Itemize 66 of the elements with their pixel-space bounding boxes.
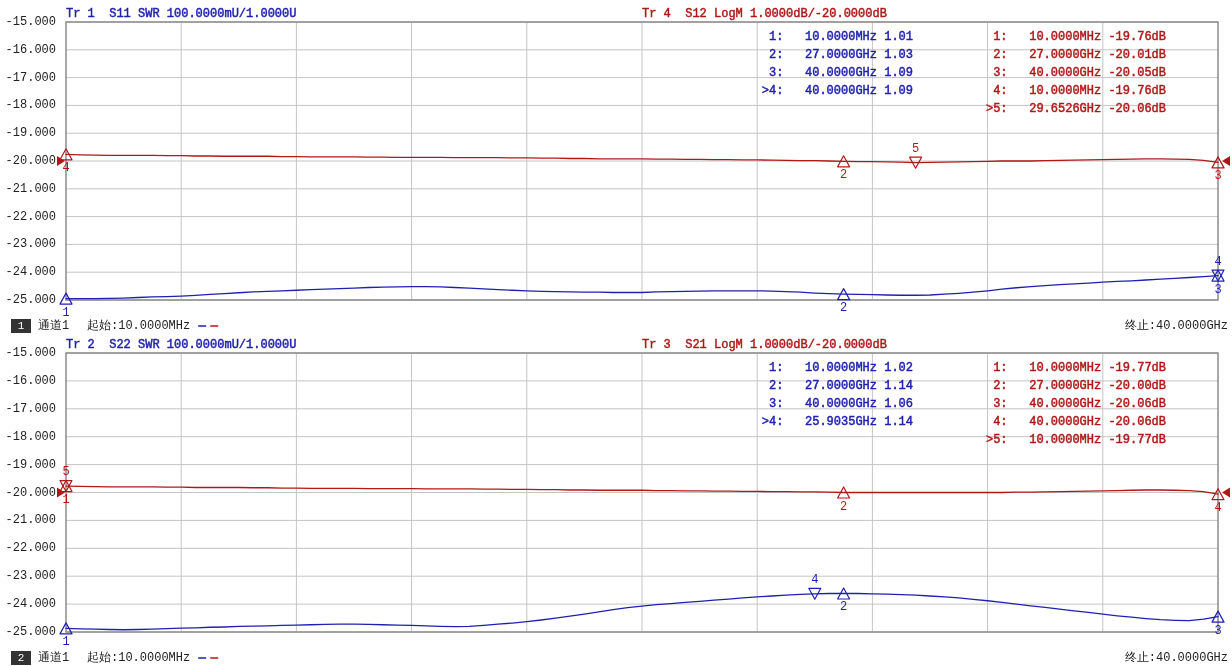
point xyxy=(1211,156,1225,169)
point xyxy=(837,288,851,301)
text: 终止:40.0000GHz xyxy=(1124,319,1228,334)
annotation: 3 xyxy=(1214,169,1222,184)
y-tick-label: -21.000 xyxy=(5,513,56,528)
y-tick-label: -25.000 xyxy=(5,625,56,640)
point xyxy=(909,156,923,169)
annotation: 2 xyxy=(840,600,848,615)
annotation: 1: 10.0000MHz -19.77dB 2: 27.0000GHz -20.00dB 3: 40.0000GHz -20.06dB 4: 40.0000GHz -20.06dB >5: 10.0000MHz -19.77dB xyxy=(985,361,1166,448)
point xyxy=(1211,488,1225,501)
point xyxy=(59,292,73,305)
y-tick-label: -21.000 xyxy=(5,181,56,196)
y-tick-label: -16.000 xyxy=(5,374,56,389)
annotation: 4 xyxy=(1214,254,1222,269)
annotation: 1 xyxy=(62,635,70,650)
y-tick-label: -15.000 xyxy=(5,15,56,30)
text: Tr 1 S11 SWR 100.0000mU/1.0000U xyxy=(66,7,297,21)
text: 通道1 xyxy=(38,319,70,334)
y-tick-label: -15.000 xyxy=(5,346,56,361)
point xyxy=(837,486,851,499)
y-tick-label: -19.000 xyxy=(5,457,56,472)
annotation: 4 xyxy=(811,572,819,587)
y-tick-label: -19.000 xyxy=(5,126,56,141)
text: 2 xyxy=(17,651,25,664)
y-tick-label: -22.000 xyxy=(5,209,56,224)
text: Tr 4 S12 LogM 1.0000dB/-20.0000dB xyxy=(642,7,887,21)
annotation: 1: 10.0000MHz -19.76dB 2: 27.0000GHz -20.01dB 3: 40.0000GHz -20.05dB 4: 10.0000MHz -19.76dB >5: 29.6526GHz -20.06dB xyxy=(985,30,1166,117)
text: 通道1 xyxy=(38,651,70,666)
y-tick-label: -16.000 xyxy=(5,42,56,57)
y-tick-label: -24.000 xyxy=(5,265,56,280)
annotation: 1 xyxy=(62,305,70,320)
point xyxy=(837,155,851,168)
y-tick-label: -18.000 xyxy=(5,98,56,113)
point xyxy=(837,587,851,600)
annotation: 1 xyxy=(62,493,70,508)
y-tick-label: -20.000 xyxy=(5,154,56,169)
point xyxy=(59,148,73,161)
annotation: 1: 10.0000MHz 1.02 2: 27.0000GHz 1.14 3: 40.0000GHz 1.06 >4: 25.9035GHz 1.14 xyxy=(761,361,913,430)
annotation: 2 xyxy=(840,301,848,316)
y-tick-label: -17.000 xyxy=(5,70,56,85)
annotation: 1: 10.0000MHz 1.01 2: 27.0000GHz 1.03 3: 40.0000GHz 1.09 >4: 40.0000GHz 1.09 xyxy=(761,30,913,99)
text: 1 xyxy=(17,319,25,332)
text: 终止:40.0000GHz xyxy=(1124,651,1228,666)
annotation: 3 xyxy=(1214,623,1222,638)
annotation: 5 xyxy=(62,465,70,480)
text: Tr 2 S22 SWR 100.0000mU/1.0000U xyxy=(66,338,297,352)
y-tick-label: -20.000 xyxy=(5,485,56,500)
y-tick-label: -18.000 xyxy=(5,429,56,444)
text: 起始:10.0000MHz xyxy=(87,651,191,666)
point xyxy=(808,587,822,600)
annotation: 2 xyxy=(840,499,848,514)
y-tick-label: -17.000 xyxy=(5,401,56,416)
y-tick-label: -25.000 xyxy=(5,293,56,308)
text: Tr 3 S21 LogM 1.0000dB/-20.0000dB xyxy=(642,338,887,352)
text: 起始:10.0000MHz xyxy=(87,319,191,334)
annotation: 4 xyxy=(62,161,70,176)
annotation: 3 xyxy=(1214,282,1222,297)
annotation: 2 xyxy=(840,168,848,183)
y-tick-label: -24.000 xyxy=(5,597,56,612)
point xyxy=(1211,610,1225,623)
annotation: 5 xyxy=(912,141,920,156)
annotation: 4 xyxy=(1214,501,1222,516)
y-tick-label: -23.000 xyxy=(5,569,56,584)
y-tick-label: -23.000 xyxy=(5,237,56,252)
y-tick-label: -22.000 xyxy=(5,541,56,556)
point xyxy=(59,622,73,635)
